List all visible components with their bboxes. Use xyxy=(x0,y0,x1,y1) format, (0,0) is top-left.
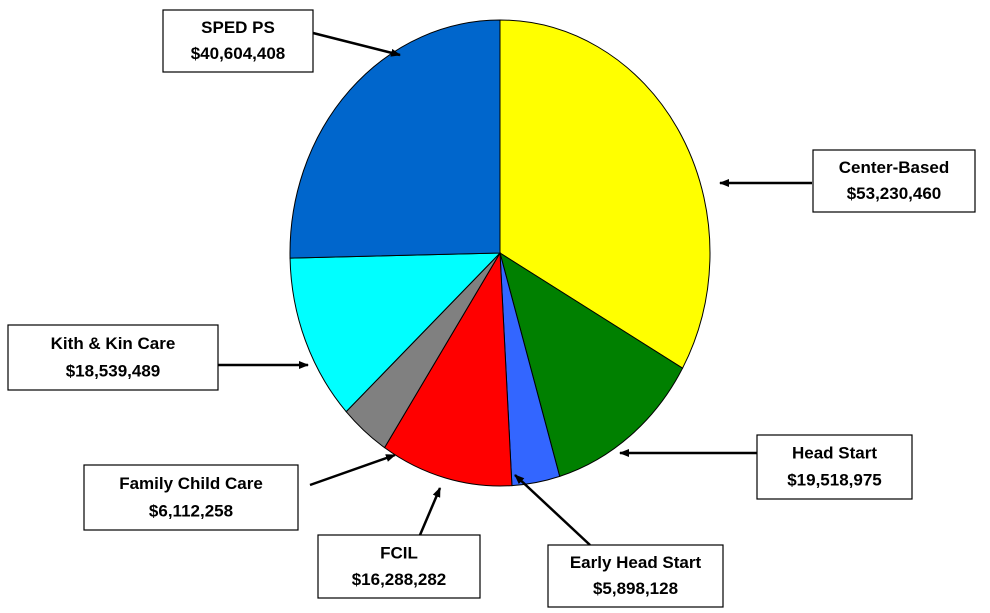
pie-slice xyxy=(383,251,513,487)
label-arrow xyxy=(312,31,401,57)
slice-value: $16,288,282 xyxy=(352,570,447,589)
slice-name: Kith & Kin Care xyxy=(51,334,176,353)
label-arrow xyxy=(418,487,442,536)
label-box xyxy=(83,464,299,531)
slice-value: $40,604,408 xyxy=(191,44,286,63)
label-box xyxy=(7,324,219,391)
pie-slice xyxy=(289,19,501,259)
label-box xyxy=(162,9,314,73)
pie-slice xyxy=(499,251,684,478)
slice-name: Early Head Start xyxy=(570,553,702,572)
label-box xyxy=(317,534,481,599)
slice-name: SPED PS xyxy=(201,18,275,37)
slice-value: $18,539,489 xyxy=(66,361,161,380)
slice-value: $19,518,975 xyxy=(787,471,882,490)
slice-name: Center-Based xyxy=(839,158,950,177)
slice-value: $53,230,460 xyxy=(847,184,942,203)
pie-slice xyxy=(289,252,502,413)
label-arrow xyxy=(309,453,396,487)
label-arrow xyxy=(514,474,591,546)
label-box xyxy=(812,149,976,213)
pie-slice xyxy=(499,19,711,369)
slice-name: Head Start xyxy=(792,444,877,463)
slice-value: $6,112,258 xyxy=(149,501,233,520)
slice-name: Family Child Care xyxy=(119,474,263,493)
label-box xyxy=(547,544,724,608)
label-box xyxy=(756,434,913,500)
slice-value: $5,898,128 xyxy=(593,579,678,598)
slice-name: FCIL xyxy=(380,543,418,562)
